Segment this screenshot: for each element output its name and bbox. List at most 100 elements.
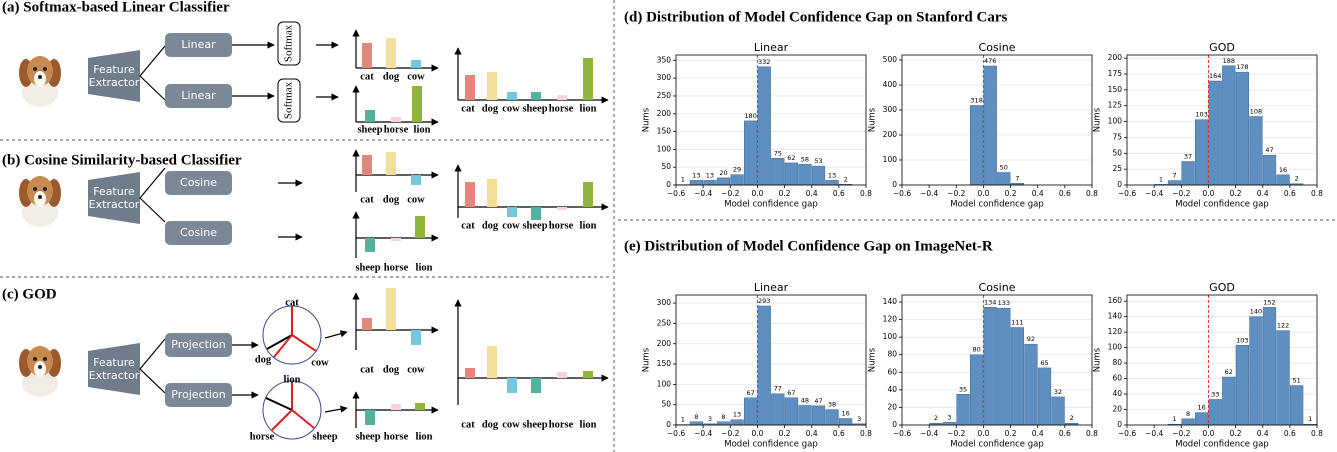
bar xyxy=(1222,376,1236,426)
data-label: 108 xyxy=(1250,108,1262,116)
x-tick-label: 0.0 xyxy=(1202,189,1214,198)
head-box xyxy=(165,383,232,407)
class-label: lion xyxy=(580,103,597,114)
x-tick-label: −0.4 xyxy=(1145,429,1163,438)
data-label: 133 xyxy=(998,299,1010,307)
bar xyxy=(689,421,703,426)
bar xyxy=(730,419,744,426)
y-tick-label: 100 xyxy=(883,155,898,164)
chart-title: GOD xyxy=(1209,281,1235,294)
class-label: cow xyxy=(502,419,520,430)
chart-title: Cosine xyxy=(979,281,1016,294)
y-axis-label: Nums xyxy=(1093,107,1103,132)
class-label: cat xyxy=(360,71,374,82)
head-box xyxy=(165,333,232,357)
y-tick-label: 200 xyxy=(657,339,672,348)
data-label: 1 xyxy=(681,416,685,424)
class-label: dog xyxy=(383,194,400,205)
y-tick-label: 125 xyxy=(1108,101,1123,110)
data-label: 332 xyxy=(758,58,770,66)
dog-photo xyxy=(33,67,37,71)
mini-bar xyxy=(487,179,497,207)
data-label: 32 xyxy=(1054,388,1062,396)
data-label: 33 xyxy=(1211,390,1219,398)
bar xyxy=(798,164,812,186)
y-tick-label: 60 xyxy=(887,367,897,376)
box-label: Projection xyxy=(171,338,225,351)
data-label: 178 xyxy=(1236,63,1248,71)
x-tick-label: 0.0 xyxy=(751,429,763,438)
plot-frame xyxy=(901,54,1093,186)
y-tick-label: 200 xyxy=(883,130,898,139)
y-axis-label: Nums xyxy=(868,107,878,132)
bar xyxy=(1222,65,1236,186)
data-label: 7 xyxy=(1015,174,1019,182)
bar xyxy=(970,354,984,426)
class-label: horse xyxy=(549,103,574,114)
x-tick-label: 0.2 xyxy=(1005,189,1017,198)
section-title: (e) Distribution of Model Confidence Gap… xyxy=(624,238,993,254)
connector xyxy=(139,338,166,370)
y-tick-label: 25 xyxy=(1112,164,1122,173)
bar xyxy=(1290,385,1304,426)
head-box xyxy=(165,221,232,245)
data-label: 111 xyxy=(1011,319,1023,327)
bar xyxy=(1235,71,1249,186)
y-tick-label: 150 xyxy=(657,127,672,136)
y-tick-label: 175 xyxy=(1108,69,1123,78)
y-axis-label: Nums xyxy=(642,107,652,132)
box-label: Cosine xyxy=(180,176,217,189)
x-tick-label: 0.6 xyxy=(833,429,845,438)
data-label: 92 xyxy=(1027,335,1035,343)
y-tick-label: 60 xyxy=(1112,374,1122,383)
bar xyxy=(970,105,984,186)
x-tick-label: 0.4 xyxy=(1257,189,1269,198)
mini-bar xyxy=(507,92,517,100)
connector xyxy=(139,167,166,199)
y-tick-label: 20 xyxy=(1112,405,1122,414)
softmax-box xyxy=(277,78,301,123)
mini-bar xyxy=(412,86,422,122)
data-label: 1 xyxy=(1308,415,1312,423)
data-label: 8 xyxy=(1186,410,1190,418)
class-label: dog xyxy=(383,364,400,375)
x-tick-label: 0.4 xyxy=(806,429,818,438)
y-tick-label: 0 xyxy=(666,420,671,429)
mini-bar xyxy=(386,288,396,330)
bar xyxy=(1249,116,1263,186)
mini-bar xyxy=(557,372,567,378)
mini-bar xyxy=(386,152,396,175)
class-label: lion xyxy=(414,124,431,135)
dog-photo xyxy=(43,187,47,191)
mini-bar xyxy=(365,110,375,122)
data-label: 13 xyxy=(692,171,700,179)
data-label: 77 xyxy=(774,385,782,393)
x-tick-label: −0.6 xyxy=(893,429,911,438)
x-tick-label: 0.8 xyxy=(860,189,872,198)
class-label: cow xyxy=(502,220,520,231)
panel-title: (c) GOD xyxy=(2,286,57,302)
box-label: Softmax xyxy=(283,24,295,62)
data-label: 50 xyxy=(1000,164,1008,172)
mini-bar xyxy=(583,58,593,100)
class-label: cat xyxy=(461,103,475,114)
y-tick-label: 80 xyxy=(1112,358,1122,367)
data-label: 164 xyxy=(1209,72,1221,80)
mini-bar xyxy=(365,410,375,425)
class-label: horse xyxy=(384,124,409,135)
class-label: sheep xyxy=(355,262,380,273)
y-tick-label: 50 xyxy=(661,400,671,409)
bar xyxy=(1249,316,1263,426)
bar xyxy=(1195,412,1209,426)
mini-bar xyxy=(415,216,425,238)
y-tick-label: 100 xyxy=(657,379,672,388)
bar xyxy=(730,174,744,186)
y-tick-label: 50 xyxy=(1112,148,1122,157)
bar xyxy=(744,120,758,186)
bar xyxy=(1181,418,1195,426)
bar xyxy=(1208,80,1222,186)
dog-photo xyxy=(38,195,42,199)
y-tick-label: 0 xyxy=(1117,180,1122,189)
class-label: cow xyxy=(407,364,425,375)
